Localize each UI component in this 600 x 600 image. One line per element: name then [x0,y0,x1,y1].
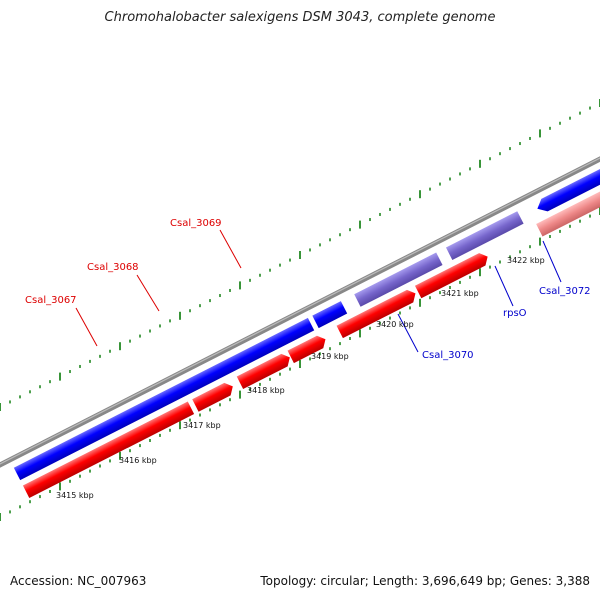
gene-csal-3068-reverse [336,289,416,339]
gene-csal-3069-forward [445,211,524,260]
gene-forward-3 [537,134,600,212]
inner-tick-row [0,207,600,521]
gene-label-csal-3068: Csal_3068 [87,262,139,273]
kbp-label-3419: 3419 kbp [311,352,349,361]
kbp-label-3415: 3415 kbp [56,491,94,500]
gene-csal-3068-forward [354,252,443,307]
reverse-strand-genes [22,152,600,498]
kbp-label-3422: 3422 kbp [507,256,545,265]
label-leaders [75,229,562,353]
gene-csal-3067-reverse [287,335,326,364]
leader-csal-3068 [136,274,160,312]
gene-forward-1 [13,317,315,481]
gene-label-csal-3072: Csal_3072 [539,286,591,297]
leader-csal-3070 [397,313,419,353]
accession-text: Accession: NC_007963 [10,574,147,588]
leader-rpso [494,265,514,307]
forward-strand-genes [13,134,600,481]
leader-csal-3067 [75,307,98,347]
leader-csal-3072 [542,240,562,283]
gene-forward-2 [312,301,348,329]
kbp-label-3416: 3416 kbp [119,456,157,465]
gene-label-csal-3067: Csal_3067 [25,295,77,306]
kbp-label-3417: 3417 kbp [183,421,221,430]
genome-backbone [0,156,600,468]
gene-reverse-2 [192,382,233,412]
kbp-label-3421: 3421 kbp [441,289,479,298]
gene-label-csal-3070: Csal_3070 [422,350,474,361]
gene-reverse-1 [22,401,195,498]
leader-csal-3069 [219,229,242,269]
map-title: Chromohalobacter salexigens DSM 3043, co… [104,10,496,25]
gene-csal-3070-reverse [536,152,600,237]
gene-label-rpso: rpsO [503,308,527,319]
outer-tick-row [0,99,600,411]
kbp-label-3418: 3418 kbp [247,386,285,395]
kbp-label-3420: 3420 kbp [376,320,414,329]
gene-csal-3069-reverse [414,253,488,299]
gene-label-csal-3069: Csal_3069 [170,218,222,229]
genome-backbone-highlight [0,157,600,465]
genome-summary-text: Topology: circular; Length: 3,696,649 bp… [260,574,590,588]
gene-reverse-3 [236,353,290,390]
